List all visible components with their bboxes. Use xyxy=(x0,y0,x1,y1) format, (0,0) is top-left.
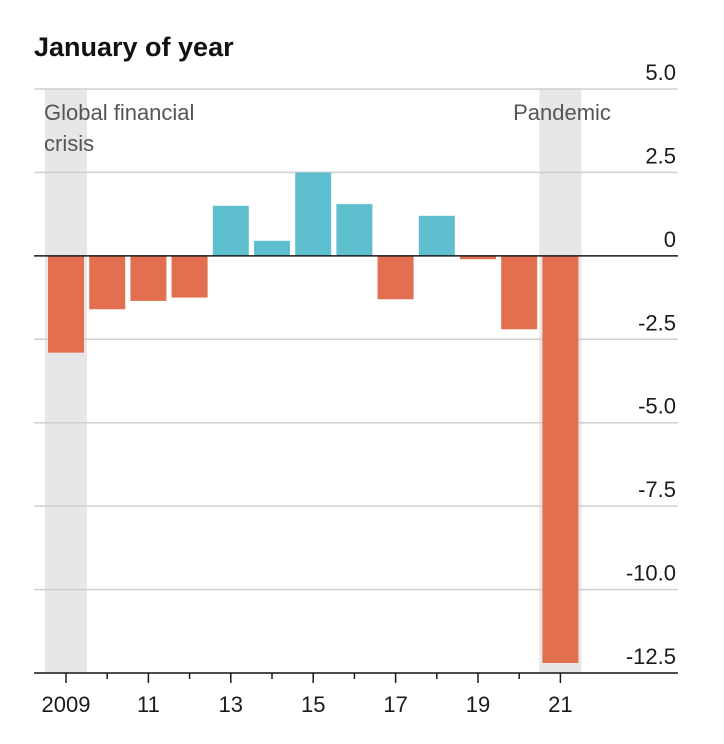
bar-2019 xyxy=(460,255,496,260)
chart-title: January of year xyxy=(34,32,234,62)
bars xyxy=(34,172,678,663)
bar-2020 xyxy=(501,255,538,330)
y-tick-label: -5.0 xyxy=(638,394,676,419)
bar-2013 xyxy=(212,205,249,256)
bar-2015 xyxy=(295,172,332,256)
y-tick-label: -2.5 xyxy=(638,310,676,335)
bar-2017 xyxy=(377,255,414,300)
bar-2014 xyxy=(254,240,290,256)
y-tick-label: -10.0 xyxy=(626,561,676,586)
x-axis: 2009 11 13 15 17 19 21 xyxy=(34,672,678,717)
shaded-period-0 xyxy=(45,89,87,673)
y-tick-label: -7.5 xyxy=(638,477,676,502)
shaded-period-label: Pandemic xyxy=(513,100,611,125)
x-tick-label: 13 xyxy=(219,692,243,717)
x-tick-label: 11 xyxy=(137,692,160,717)
bar-2011 xyxy=(130,255,167,301)
x-tick-label: 21 xyxy=(548,692,572,717)
y-tick-label: 5.0 xyxy=(645,60,676,85)
bar-2012 xyxy=(171,255,208,298)
y-tick-label: 0 xyxy=(664,227,676,252)
x-tick-label: 15 xyxy=(301,692,325,717)
bar-2018 xyxy=(418,215,455,256)
shaded-period-label: crisis xyxy=(44,131,94,156)
x-tick-label: 17 xyxy=(383,692,407,717)
bar-2016 xyxy=(336,204,373,256)
bar-2021 xyxy=(542,255,579,663)
x-tick-label: 19 xyxy=(466,692,490,717)
x-tick-label: 2009 xyxy=(42,692,91,717)
y-tick-label: -12.5 xyxy=(626,644,676,669)
shaded-period-label: Global financial xyxy=(44,100,194,125)
bar-2010 xyxy=(89,255,126,310)
y-tick-labels: 5.0 2.5 0 -2.5 -5.0 -7.5 -10.0 -12.5 xyxy=(626,60,676,669)
y-tick-label: 2.5 xyxy=(645,143,676,168)
bar-2009 xyxy=(48,255,84,353)
